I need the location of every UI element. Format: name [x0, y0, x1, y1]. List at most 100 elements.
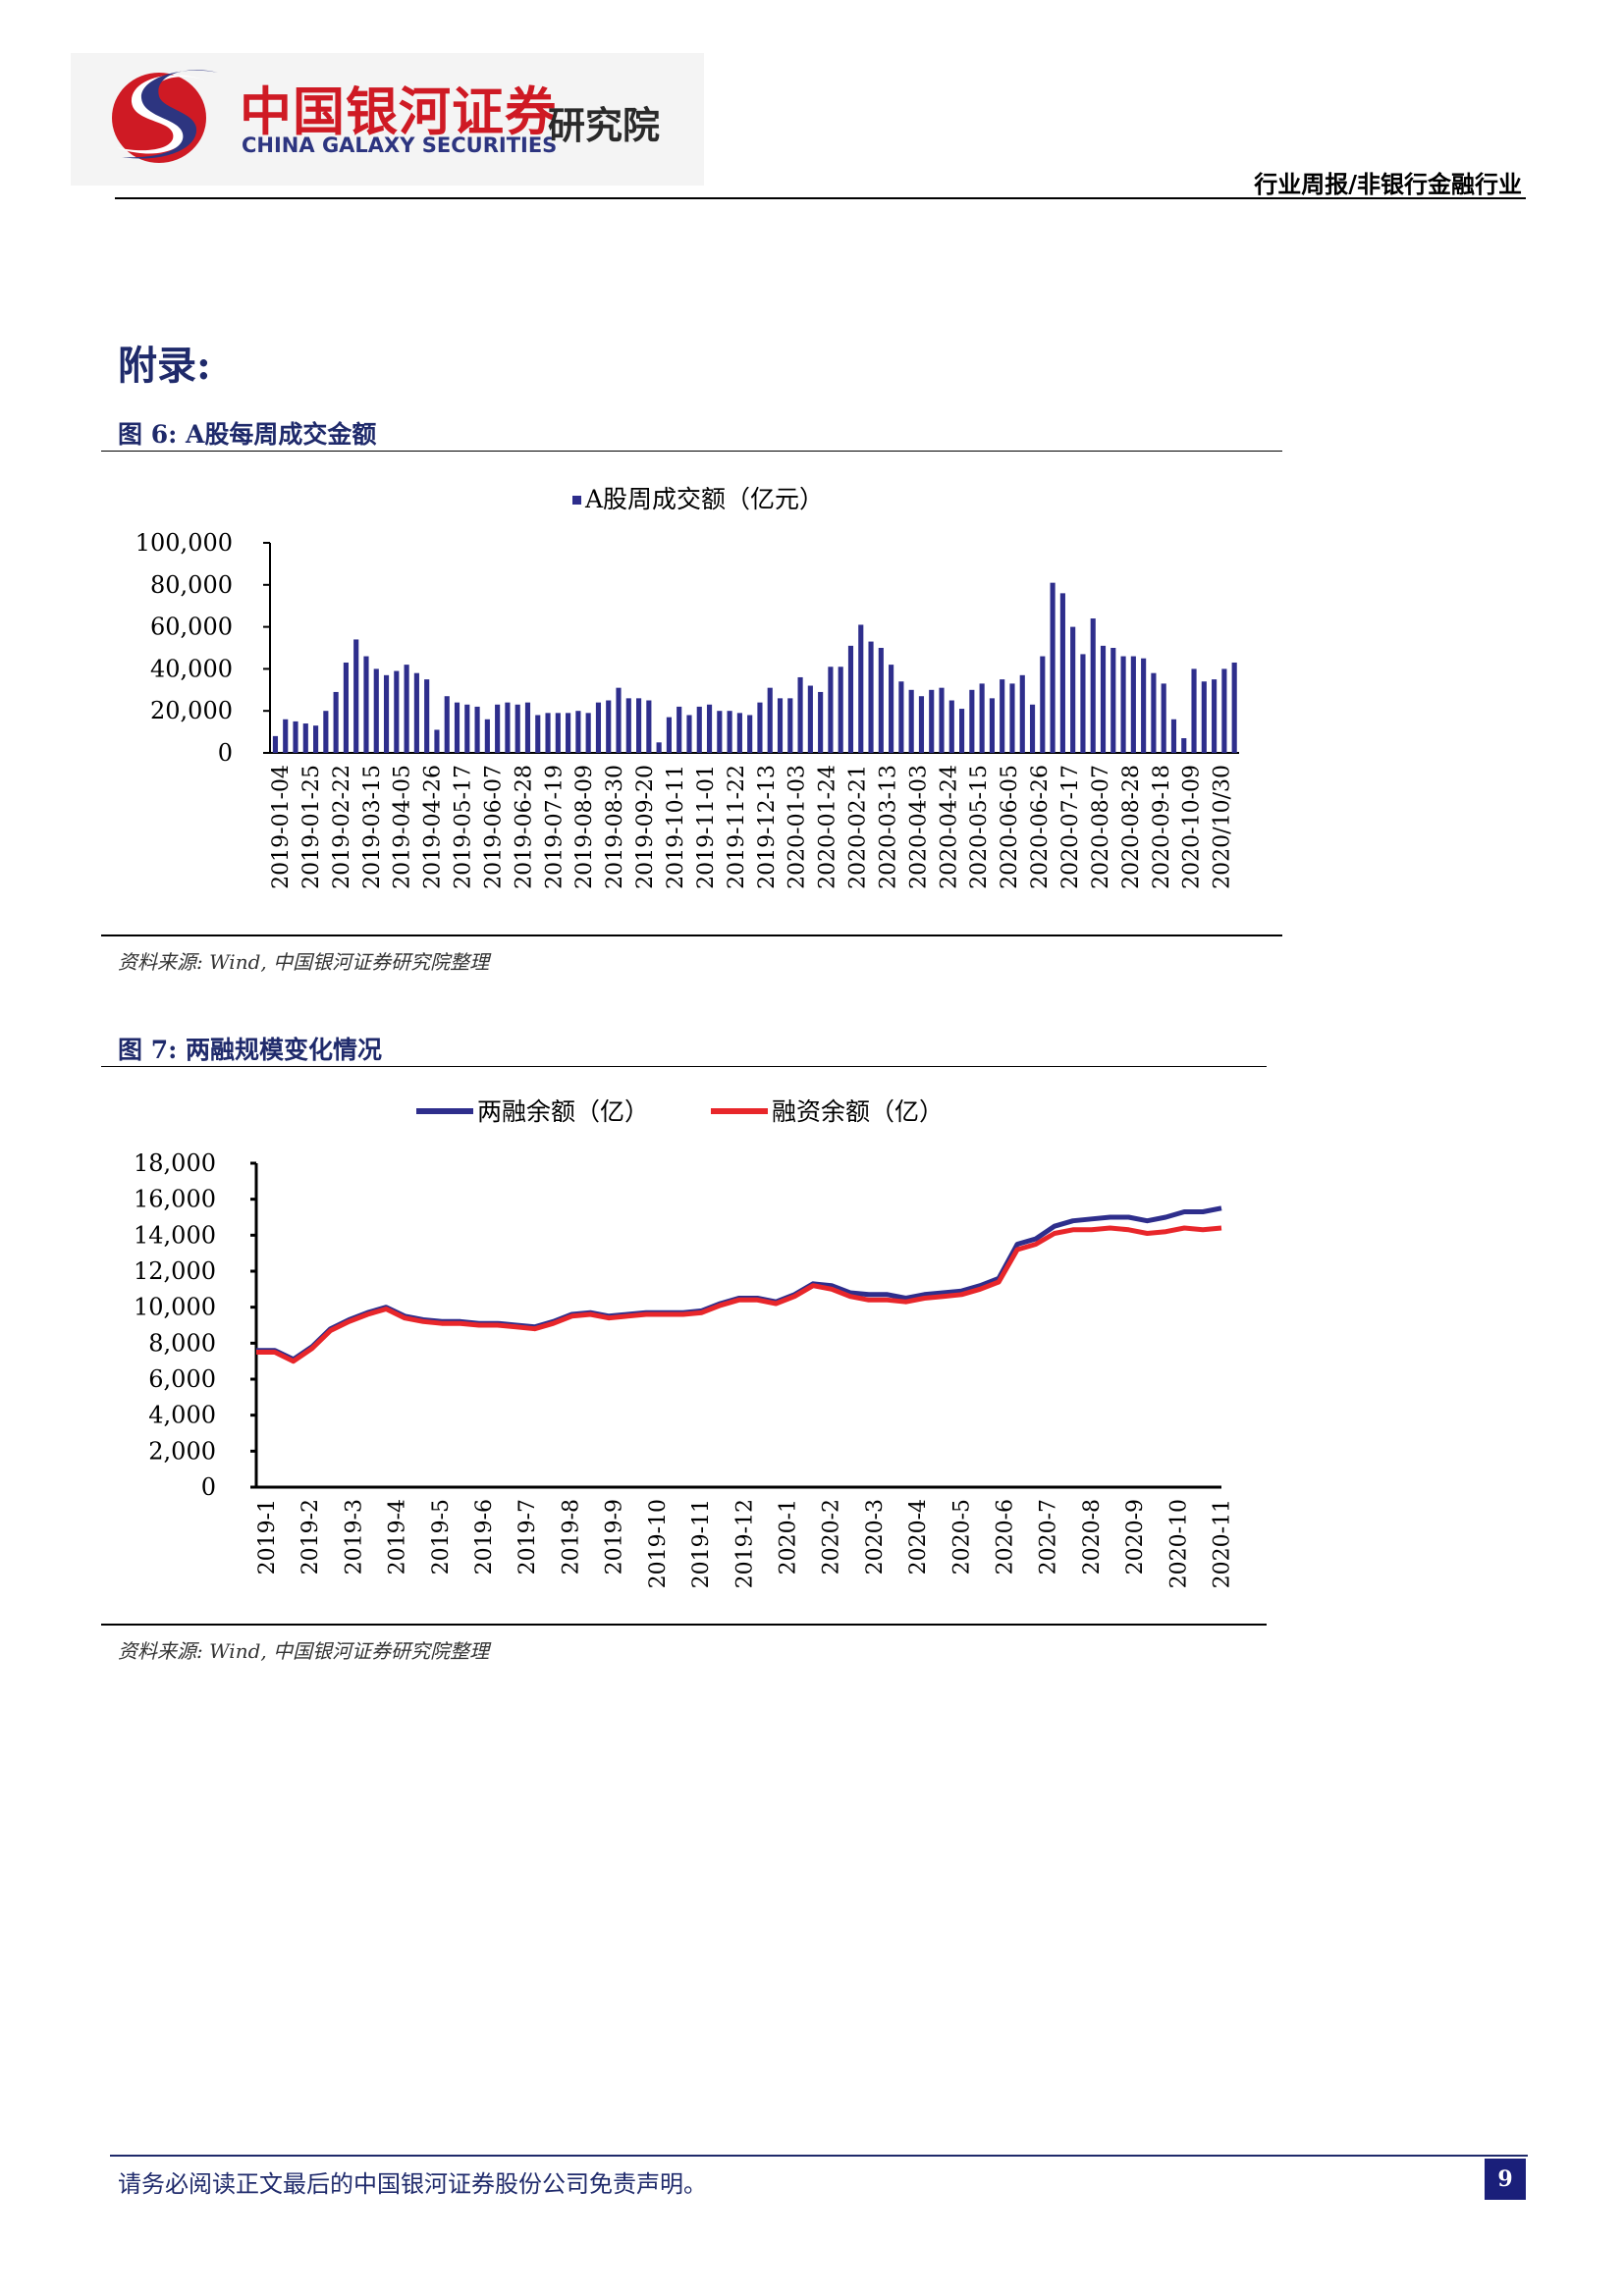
x-tick-label: 2019-08-09 — [572, 765, 597, 889]
bar — [1110, 648, 1116, 753]
footer-divider — [110, 2155, 1528, 2157]
bar — [1161, 683, 1166, 753]
bar — [454, 702, 460, 753]
bar — [706, 704, 713, 753]
appendix-heading: 附录: — [118, 343, 211, 389]
bar — [656, 742, 662, 753]
bar — [898, 681, 904, 753]
bar — [1212, 679, 1218, 753]
bar — [1130, 656, 1136, 753]
x-tick-label: 2020-01-24 — [816, 765, 840, 889]
bar — [524, 702, 531, 753]
report-category: 行业周报/非银行金融行业 — [1254, 170, 1522, 198]
bar — [1040, 656, 1046, 753]
y-tick-label: 10,000 — [134, 1294, 216, 1321]
x-tick-label: 2019-04-26 — [421, 765, 446, 889]
y-tick-label: 100,000 — [135, 529, 233, 557]
bar — [343, 662, 349, 753]
bar — [394, 670, 400, 753]
x-tick-label: 2019-02-22 — [330, 765, 354, 889]
bar — [868, 641, 874, 753]
figure-7-top-rule — [101, 1066, 1267, 1067]
bar — [1120, 656, 1126, 753]
bar — [838, 667, 843, 753]
x-tick-label: 2019-05-17 — [452, 765, 476, 889]
bar — [1019, 674, 1025, 753]
x-tick-label: 2020-1 — [776, 1499, 800, 1575]
figure-6-title: 图 6: A股每周成交金额 — [118, 420, 377, 449]
x-tick-label: 2020-10-09 — [1180, 765, 1205, 889]
y-tick-label: 4,000 — [148, 1402, 216, 1429]
x-tick-label: 2019-06-28 — [512, 765, 536, 889]
bar — [353, 639, 359, 753]
x-tick-label: 2020-10 — [1166, 1499, 1191, 1588]
bar — [606, 700, 612, 753]
bar — [313, 725, 319, 753]
company-name-en: CHINA GALAXY SECURITIES — [242, 133, 558, 157]
figure-6-bottom-rule — [101, 934, 1282, 936]
x-tick-label: 2019-10 — [646, 1499, 671, 1588]
bar — [736, 713, 742, 753]
bar — [505, 702, 511, 753]
y-tick-label: 2,000 — [148, 1437, 216, 1465]
legend-label: 融资余额（亿） — [772, 1097, 944, 1126]
bar — [807, 685, 813, 753]
bar — [636, 698, 642, 753]
x-tick-label: 2020-06-05 — [998, 765, 1022, 889]
bar — [1050, 582, 1056, 753]
x-tick-label: 2020-02-21 — [846, 765, 871, 889]
x-tick-label: 2019-01-25 — [299, 765, 324, 889]
y-tick-label: 18,000 — [134, 1149, 216, 1177]
bar — [878, 648, 884, 753]
bar — [858, 624, 864, 753]
bar — [717, 711, 723, 753]
bar — [666, 717, 672, 753]
bar — [333, 691, 339, 753]
bar — [363, 656, 369, 753]
bar — [323, 711, 329, 753]
x-tick-label: 2019-10-11 — [664, 765, 688, 889]
x-tick-label: 2019-2 — [298, 1499, 323, 1575]
figure-7-title: 图 7: 两融规模变化情况 — [118, 1036, 383, 1064]
x-tick-label: 2020-04-03 — [906, 765, 931, 889]
x-tick-label: 2019-5 — [429, 1499, 454, 1575]
bar — [404, 665, 409, 753]
x-tick-label: 2020-5 — [949, 1499, 974, 1575]
x-tick-label: 2019-11-22 — [725, 765, 749, 889]
y-tick-label: 16,000 — [134, 1186, 216, 1213]
bar — [929, 689, 935, 753]
bar — [1080, 654, 1086, 753]
bar — [948, 700, 954, 753]
bar — [444, 696, 450, 753]
x-tick-label: 2019-3 — [342, 1499, 366, 1575]
bar — [555, 713, 561, 753]
bar — [585, 713, 591, 753]
margin-balance-line-chart: 两融余额（亿） 融资余额（亿） 18,000 16,000 14,000 12,000 10… — [134, 1097, 1235, 1588]
x-tick-label: 2020-6 — [994, 1499, 1018, 1575]
x-tick-label: 2019-8 — [559, 1499, 583, 1575]
bar — [747, 715, 753, 753]
bar — [616, 687, 622, 753]
bar — [595, 702, 602, 753]
x-tick-label: 2019-1 — [255, 1499, 280, 1575]
x-tick-label: 2020/10/30 — [1211, 765, 1235, 889]
bar — [757, 702, 763, 753]
x-tick-label: 2020-4 — [906, 1499, 931, 1575]
x-tick-label: 2020-2 — [820, 1499, 844, 1575]
bar — [847, 645, 854, 753]
bar — [1059, 593, 1065, 753]
bar — [1201, 681, 1207, 753]
bar — [686, 715, 692, 753]
bar — [979, 683, 985, 753]
x-tick-label: 2019-12-13 — [755, 765, 780, 889]
y-tick-label: 0 — [218, 739, 233, 767]
y-tick-label: 8,000 — [148, 1329, 216, 1357]
bar — [1029, 704, 1036, 753]
x-tick-label: 2020-07-17 — [1058, 765, 1083, 889]
bar — [383, 674, 390, 753]
bar — [1151, 672, 1157, 753]
bar — [302, 723, 308, 753]
x-tick-label: 2020-03-13 — [876, 765, 900, 889]
bar — [434, 729, 440, 753]
bar — [818, 691, 824, 753]
